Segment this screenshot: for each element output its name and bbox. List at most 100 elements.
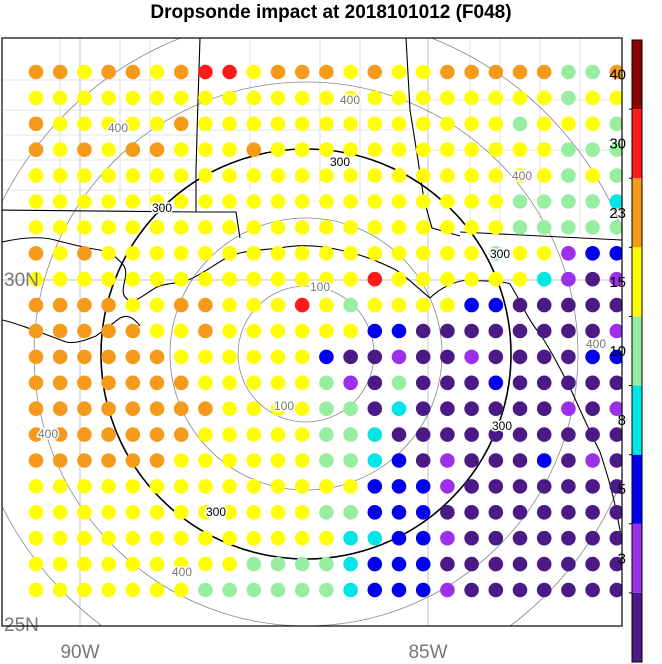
impact-dot [585, 142, 600, 157]
impact-dot [246, 142, 262, 157]
impact-dot [488, 168, 504, 183]
impact-dot [77, 116, 92, 132]
coastline-segment [459, 231, 622, 241]
impact-dot [343, 271, 358, 287]
impact-dot [440, 505, 455, 520]
impact-dot [52, 349, 68, 365]
impact-dot [101, 556, 116, 572]
impact-dot [319, 323, 334, 339]
impact-dot [536, 349, 552, 365]
impact-dot [536, 194, 552, 209]
impact-dot [391, 271, 407, 287]
coastline-segment [195, 38, 241, 239]
impact-dot [28, 246, 44, 261]
impact-dot [319, 556, 334, 572]
range-ring-label: 400 [172, 565, 192, 579]
impact-dot [125, 64, 141, 80]
impact-dot [149, 453, 165, 468]
impact-dot [173, 194, 189, 209]
impact-dot [536, 90, 552, 106]
impact-dot [52, 194, 68, 209]
impact-dot [173, 349, 189, 365]
impact-dot [294, 64, 310, 80]
impact-dot [246, 349, 262, 365]
impact-dot [294, 556, 310, 572]
impact-dot [536, 246, 552, 261]
impact-dot [28, 349, 44, 365]
impact-dot [343, 246, 358, 261]
impact-dot [198, 582, 213, 598]
impact-dot [343, 142, 358, 157]
range-ring-label: 400 [340, 93, 360, 107]
impact-dot [488, 479, 504, 494]
impact-dot [367, 427, 383, 442]
impact-dot [464, 453, 479, 468]
impact-dot [222, 220, 237, 235]
impact-dot [391, 375, 407, 391]
impact-dot [415, 142, 431, 157]
impact-dot [77, 556, 92, 572]
impact-dot [149, 530, 165, 546]
impact-dot [149, 297, 165, 313]
impact-dot [609, 453, 622, 468]
impact-dot [658, 65, 662, 80]
impact-dot [658, 324, 662, 339]
impact-dot [125, 323, 141, 339]
impact-dot [367, 64, 383, 80]
impact-dot [512, 530, 528, 546]
impact-dot [246, 90, 262, 106]
impact-dot [367, 90, 383, 106]
impact-dot [488, 375, 504, 391]
impact-dot [658, 505, 662, 520]
impact-dot [52, 582, 68, 598]
impact-dot [28, 582, 44, 598]
impact-dot [28, 556, 44, 572]
impact-dot [52, 375, 68, 391]
impact-dot [367, 505, 383, 520]
impact-dot [415, 323, 431, 339]
impact-dot [173, 427, 189, 442]
impact-dot [246, 323, 262, 339]
coastline-segment [2, 237, 622, 541]
impact-dot [609, 401, 622, 416]
impact-dot [415, 271, 431, 287]
impact-dot [28, 297, 44, 313]
impact-dot [319, 375, 334, 391]
impact-dot [440, 246, 455, 261]
impact-dot [343, 116, 358, 132]
impact-dot [28, 375, 44, 391]
impact-dot [294, 323, 310, 339]
impact-dot [464, 427, 479, 442]
impact-dot [149, 90, 165, 106]
impact-dot [343, 297, 358, 313]
range-ring-label: 300 [330, 155, 350, 169]
impact-dot [391, 556, 407, 572]
range-ring-label: 300 [152, 201, 172, 215]
impact-dot [246, 530, 262, 546]
impact-dot [415, 90, 431, 106]
impact-dot [77, 453, 92, 468]
colorbar-label: 5 [618, 481, 626, 498]
impact-dot [270, 530, 286, 546]
impact-dot [367, 116, 383, 132]
impact-dot [488, 297, 504, 313]
impact-dot [52, 323, 68, 339]
impact-dot [440, 582, 455, 598]
impact-dot [391, 194, 407, 209]
impact-dot [609, 142, 622, 157]
colorbar-swatch [632, 40, 642, 110]
impact-dot [222, 64, 237, 80]
impact-dot [391, 582, 407, 598]
impact-dot [173, 246, 189, 261]
impact-dot [246, 246, 262, 261]
impact-dot [658, 194, 662, 209]
impact-dot [198, 323, 213, 339]
impact-dot [585, 323, 600, 339]
impact-dot [270, 375, 286, 391]
impact-dot [464, 530, 479, 546]
impact-dot [52, 271, 68, 287]
impact-dot [28, 453, 44, 468]
impact-dot [52, 505, 68, 520]
impact-dot [52, 116, 68, 132]
